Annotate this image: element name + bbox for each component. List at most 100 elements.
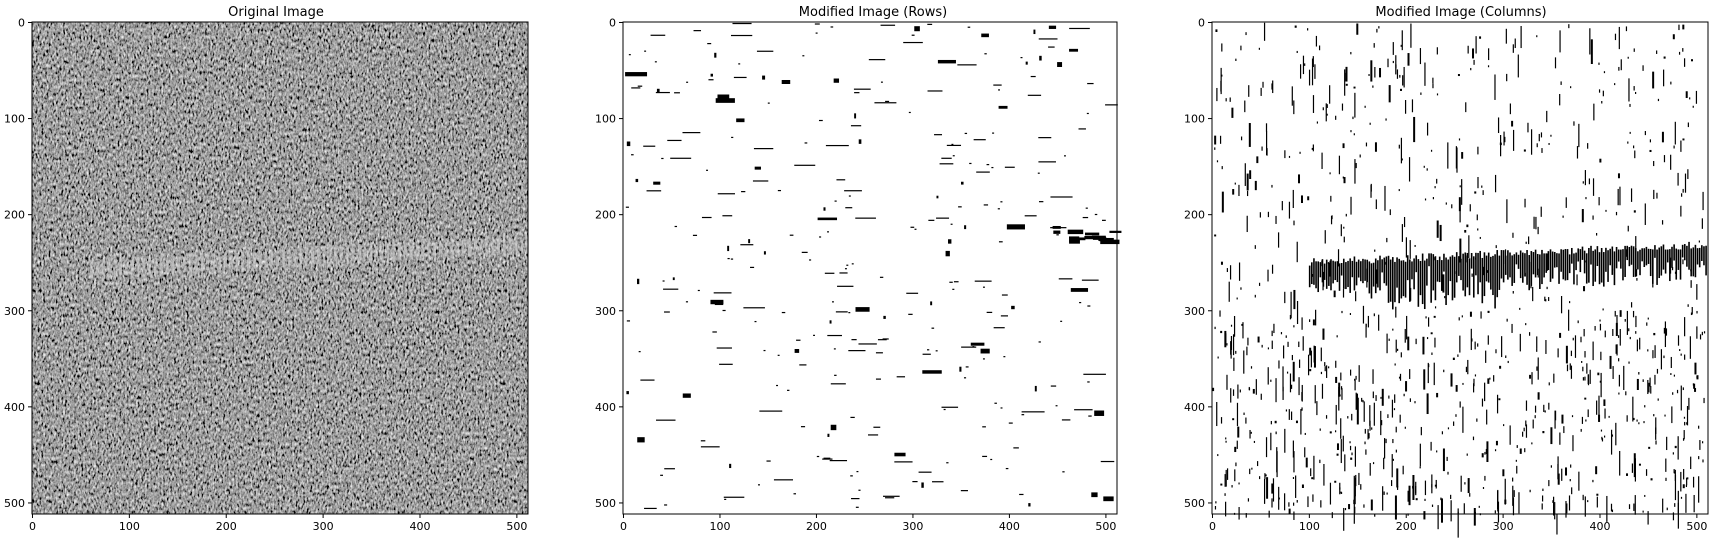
column-mark	[1461, 152, 1464, 159]
column-mark	[1636, 278, 1638, 281]
defect-streak	[421, 238, 425, 262]
defect-column-mark	[1362, 258, 1364, 284]
column-mark	[1215, 29, 1218, 32]
defect-column-mark	[1637, 251, 1639, 270]
row-mark	[998, 105, 1008, 109]
column-mark	[1300, 195, 1303, 204]
y-tick-label: 100	[4, 113, 25, 126]
column-mark	[1546, 253, 1548, 271]
row-mark	[781, 79, 791, 84]
defect-column-mark	[1500, 250, 1503, 279]
column-mark	[1694, 362, 1697, 375]
original-image	[32, 22, 528, 514]
column-mark	[1376, 28, 1378, 33]
column-mark	[1657, 98, 1660, 102]
column-mark	[1687, 304, 1689, 307]
column-mark	[1424, 198, 1427, 201]
column-mark	[1666, 507, 1668, 511]
row-mark	[1038, 201, 1044, 203]
column-mark	[1409, 240, 1411, 259]
row-mark	[946, 144, 962, 147]
defect-column-mark	[1509, 252, 1511, 278]
defect-column-mark	[1571, 247, 1573, 264]
defect-column-mark	[1669, 249, 1671, 282]
row-mark	[874, 102, 897, 104]
column-mark	[1469, 204, 1471, 212]
row-mark	[1000, 407, 1003, 409]
row-mark	[982, 286, 985, 288]
column-mark	[1617, 188, 1619, 206]
row-mark	[777, 189, 782, 192]
defect-column-mark	[1515, 252, 1518, 265]
column-mark	[1415, 338, 1417, 345]
column-mark	[1472, 48, 1475, 59]
defect-streak	[101, 259, 105, 279]
row-mark	[1105, 104, 1118, 106]
column-mark	[1245, 32, 1247, 36]
column-mark	[1374, 67, 1376, 78]
column-mark	[1307, 28, 1309, 31]
column-mark	[1352, 116, 1354, 120]
column-mark	[1634, 150, 1636, 159]
column-mark	[1543, 404, 1545, 412]
column-mark	[1349, 313, 1352, 315]
column-mark	[1392, 42, 1394, 55]
column-mark	[1232, 389, 1235, 396]
column-mark	[1465, 366, 1468, 373]
defect-column-mark	[1511, 255, 1513, 286]
column-mark	[1345, 213, 1347, 217]
column-mark	[1467, 359, 1469, 375]
row-mark	[814, 23, 820, 25]
column-mark	[1546, 286, 1548, 290]
column-mark	[1234, 469, 1236, 482]
x-tick-label: 0	[620, 520, 627, 533]
row-mark	[650, 34, 666, 36]
row-mark	[921, 482, 924, 488]
column-mark	[1693, 383, 1696, 389]
defect-column-mark	[1338, 263, 1341, 291]
panel-title-columns: Modified Image (Columns)	[1375, 5, 1546, 20]
column-mark	[1618, 66, 1620, 71]
column-mark	[1329, 431, 1332, 434]
row-mark	[960, 490, 968, 492]
column-mark	[1537, 357, 1539, 380]
column-mark	[1474, 341, 1476, 350]
column-mark	[1633, 86, 1635, 91]
column-mark	[1595, 466, 1598, 475]
defect-column-mark	[1575, 252, 1577, 271]
defect-streak	[340, 246, 343, 264]
column-mark	[1353, 501, 1355, 524]
row-mark	[813, 334, 815, 336]
defect-column-mark	[1336, 261, 1339, 283]
row-mark	[741, 191, 746, 193]
column-mark	[1568, 24, 1570, 29]
column-mark	[1221, 166, 1223, 170]
column-mark	[1252, 388, 1255, 394]
column-mark	[1310, 468, 1312, 477]
row-mark	[885, 497, 895, 499]
y-tick-label: 300	[595, 305, 616, 318]
x-tick-label: 300	[313, 520, 334, 533]
column-mark	[1459, 185, 1461, 188]
row-mark	[748, 239, 751, 244]
defect-column-mark	[1394, 261, 1396, 303]
defect-column-mark	[1383, 257, 1386, 284]
row-mark	[1050, 385, 1057, 387]
column-mark	[1702, 459, 1704, 463]
row-mark	[626, 391, 629, 395]
column-mark	[1399, 88, 1402, 91]
column-mark	[1320, 371, 1323, 375]
column-mark	[1395, 306, 1397, 318]
column-mark	[1340, 224, 1342, 237]
column-mark	[1655, 417, 1657, 434]
column-mark	[1326, 113, 1328, 116]
column-mark	[1648, 446, 1651, 449]
row-mark	[827, 231, 829, 233]
row-mark	[796, 339, 801, 341]
column-mark	[1265, 437, 1268, 458]
row-mark	[1039, 55, 1042, 61]
column-mark	[1247, 498, 1250, 502]
defect-column-mark	[1547, 251, 1550, 271]
column-mark	[1691, 59, 1694, 62]
column-mark	[1419, 466, 1421, 469]
